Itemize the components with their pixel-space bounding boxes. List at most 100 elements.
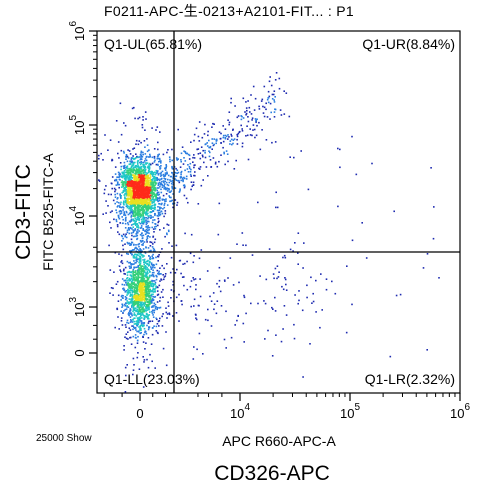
event-dot [143, 333, 145, 336]
event-dot [155, 188, 157, 191]
event-dot [124, 279, 127, 282]
event-dot [144, 129, 146, 131]
event-dot [153, 171, 156, 174]
event-dot [262, 105, 264, 108]
event-dot [139, 182, 142, 184]
event-dot [150, 172, 153, 175]
event-dot [150, 171, 152, 173]
event-dot [144, 230, 146, 233]
event-dot [164, 200, 166, 203]
event-dot [131, 282, 133, 285]
event-dot [129, 302, 131, 305]
event-dot [138, 201, 140, 203]
event-dot [134, 194, 137, 196]
event-dot [194, 174, 196, 177]
event-dot [129, 244, 131, 246]
event-dot [140, 196, 142, 199]
event-dot [129, 187, 132, 189]
event-dot [129, 252, 132, 255]
event-dot [128, 173, 130, 176]
event-dot [142, 176, 145, 178]
event-dot [169, 191, 172, 193]
event-dot [157, 200, 160, 202]
event-dot [134, 307, 137, 309]
event-dot [128, 163, 131, 166]
event-dot [148, 203, 151, 205]
event-dot [142, 274, 145, 277]
event-dot [180, 170, 183, 173]
event-dot [168, 191, 171, 193]
event-dot [127, 195, 130, 197]
event-dot [131, 193, 133, 195]
event-dot [200, 184, 203, 187]
event-dot [280, 114, 283, 116]
event-dot [154, 212, 156, 215]
event-dot [122, 233, 125, 236]
event-dot [117, 152, 119, 155]
event-dot [145, 206, 147, 208]
event-dot [144, 233, 147, 235]
event-dot [144, 182, 147, 185]
event-dot [155, 275, 158, 278]
event-dot [132, 167, 135, 170]
event-dot [122, 269, 125, 272]
event-dot [115, 218, 118, 221]
event-dot [128, 190, 131, 192]
event-dot [141, 279, 144, 281]
event-dot [278, 77, 281, 80]
event-dot [132, 325, 134, 327]
event-dot [124, 183, 126, 186]
event-dot [142, 161, 144, 164]
event-dot [145, 305, 148, 307]
event-dot [193, 166, 195, 169]
event-dot [142, 197, 144, 199]
event-dot [125, 302, 127, 305]
event-dot [142, 281, 145, 283]
event-dot [306, 296, 308, 299]
event-dot [150, 250, 152, 252]
event-dot [151, 226, 153, 229]
event-dot [142, 116, 144, 118]
event-dot [157, 206, 159, 208]
event-dot [132, 212, 135, 215]
event-dot [123, 165, 126, 168]
event-dot [204, 152, 206, 154]
event-dot [129, 271, 131, 274]
event-dot [165, 364, 168, 367]
event-dot [162, 208, 164, 210]
event-dot [143, 201, 145, 204]
event-dot [212, 144, 215, 147]
event-dot [134, 336, 137, 339]
event-dot [201, 136, 204, 139]
event-dot [147, 217, 149, 220]
event-dot [166, 151, 168, 154]
event-dot [118, 328, 120, 330]
event-dot [122, 171, 125, 174]
event-dot [103, 188, 106, 191]
event-dot [130, 196, 132, 199]
event-dot [138, 197, 140, 199]
event-dot [140, 160, 142, 163]
event-dot [146, 209, 149, 212]
y-axis-label: FITC B525-FITC-A [40, 153, 56, 271]
event-dot [134, 279, 136, 282]
event-dot [131, 204, 134, 207]
event-dot [178, 320, 180, 322]
event-dot [141, 297, 143, 300]
event-dot [144, 178, 146, 181]
event-dot [152, 228, 155, 230]
event-dot [137, 117, 139, 120]
event-dot [153, 304, 155, 307]
event-dot [126, 206, 129, 209]
event-dot [162, 180, 165, 182]
event-dot [146, 237, 149, 239]
event-dot [147, 337, 150, 339]
event-dot [144, 212, 147, 215]
event-dot [159, 317, 161, 320]
event-dot [137, 209, 140, 212]
event-dot [148, 220, 150, 223]
event-dot [120, 149, 123, 152]
event-dot [107, 193, 110, 196]
event-dot [133, 187, 135, 190]
event-dot [140, 305, 143, 308]
